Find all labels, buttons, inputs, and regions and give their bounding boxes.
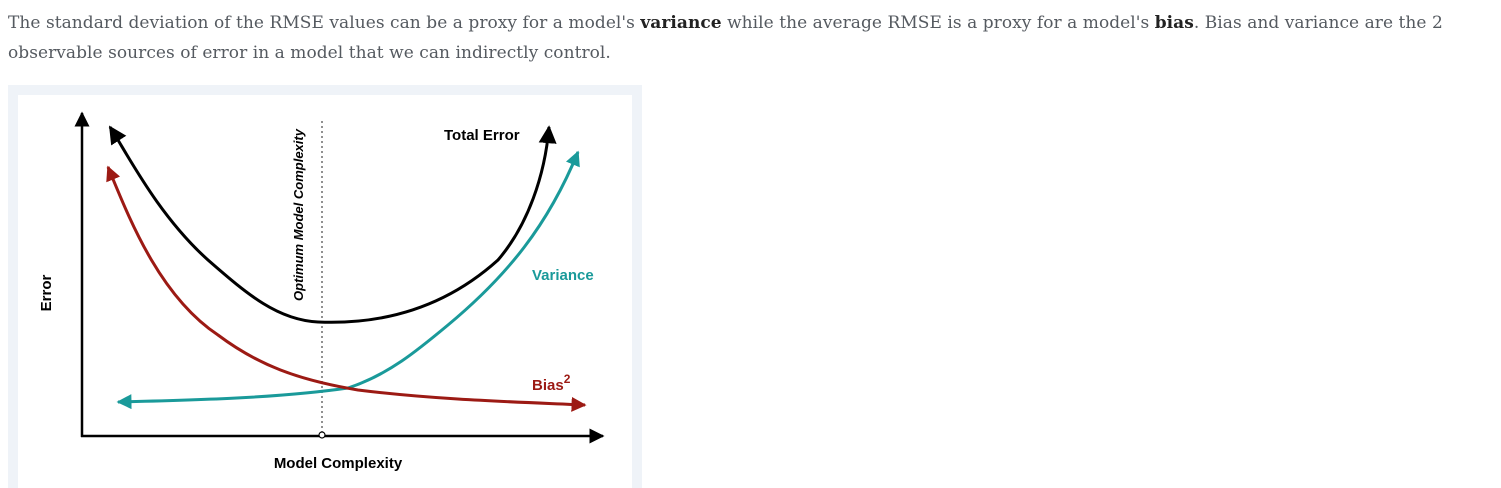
- total-error-label: Total Error: [444, 127, 520, 144]
- optimum-complexity-marker: [318, 431, 326, 439]
- optimum-complexity-label: Optimum Model Complexity: [291, 128, 306, 301]
- intro-text-2: while the average RMSE is a proxy for a …: [721, 13, 1155, 33]
- bias-squared-label: Bias2: [532, 372, 571, 394]
- figure-frame: Total Error Variance Bias2 Model Complex…: [8, 85, 642, 488]
- bias-superscript: 2: [564, 372, 571, 386]
- bias-label-text: Bias: [532, 377, 564, 394]
- variance-label: Variance: [532, 267, 594, 284]
- intro-text-1: The standard deviation of the RMSE value…: [8, 13, 641, 33]
- intro-bold-bias: bias: [1154, 13, 1194, 33]
- x-axis-label: Model Complexity: [274, 455, 403, 472]
- bias-squared-curve: [106, 165, 587, 412]
- intro-bold-variance: variance: [640, 13, 722, 33]
- bias-variance-figure: Total Error Variance Bias2 Model Complex…: [18, 95, 632, 488]
- variance-curve: [116, 150, 580, 410]
- intro-paragraph: The standard deviation of the RMSE value…: [8, 8, 1492, 68]
- y-axis-label: Error: [38, 275, 55, 312]
- intro-text-3: . Bias and variance are the 2 observable…: [8, 13, 1443, 63]
- bias-variance-diagram: Total Error Variance Bias2 Model Complex…: [38, 111, 605, 472]
- total-error-curve: [108, 125, 557, 324]
